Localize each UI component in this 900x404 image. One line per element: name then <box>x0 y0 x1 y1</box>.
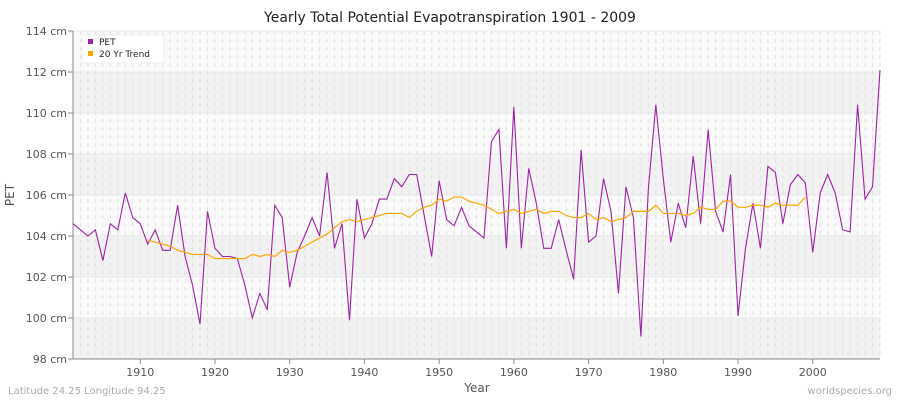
footer-location: Latitude 24.25 Longitude 94.25 <box>8 386 166 397</box>
legend: PET 20 Yr Trend <box>81 34 165 64</box>
x-tick-label: 1990 <box>724 366 752 379</box>
y-tick-label: 110 cm <box>26 107 67 120</box>
legend-swatch-pet <box>88 39 93 44</box>
x-tick-label: 1930 <box>276 366 304 379</box>
x-tick-label: 1940 <box>350 366 378 379</box>
x-tick-label: 2000 <box>799 366 827 379</box>
y-tick-label: 108 cm <box>26 148 67 161</box>
y-tick-label: 104 cm <box>26 230 67 243</box>
x-axis-label: Year <box>463 381 489 395</box>
y-tick-label: 114 cm <box>26 25 67 38</box>
x-tick-label: 1960 <box>500 366 528 379</box>
legend-label-pet: PET <box>99 38 116 48</box>
y-tick-label: 106 cm <box>26 189 67 202</box>
y-tick-label: 98 cm <box>33 353 67 366</box>
x-tick-label: 1910 <box>126 366 154 379</box>
y-tick-label: 102 cm <box>26 271 67 284</box>
pet-line <box>72 69 881 337</box>
y-axis-label: PET <box>3 183 17 206</box>
footer-source: worldspecies.org <box>808 386 892 397</box>
chart-title: Yearly Total Potential Evapotranspiratio… <box>263 10 636 26</box>
x-tick-label: 1950 <box>425 366 453 379</box>
x-tick-label: 1970 <box>575 366 603 379</box>
x-tick-label: 1920 <box>201 366 229 379</box>
x-tick-label: 1980 <box>649 366 677 379</box>
y-tick-label: 112 cm <box>26 66 67 79</box>
legend-label-trend: 20 Yr Trend <box>99 50 150 60</box>
trend-line <box>147 196 806 260</box>
legend-swatch-trend <box>88 51 93 56</box>
y-tick-label: 100 cm <box>26 312 67 325</box>
